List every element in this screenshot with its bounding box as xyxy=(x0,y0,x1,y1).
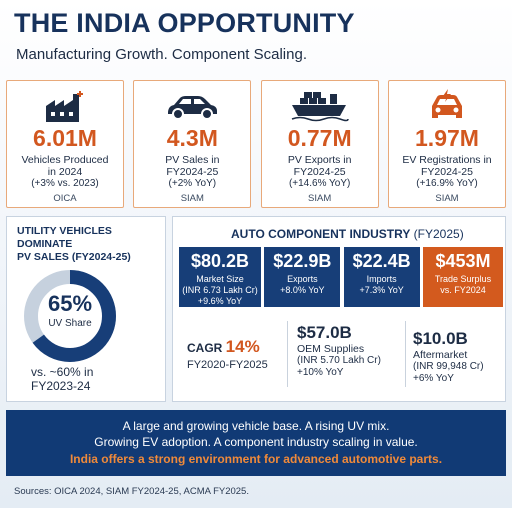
aftermarket-label: Aftermarket xyxy=(413,349,468,361)
uv-heading: PV SALES (FY2024-25) xyxy=(17,251,131,263)
cagr-period: FY2020-FY2025 xyxy=(187,359,268,371)
car-icon xyxy=(134,87,250,125)
stat-card-pv-exports: 0.77M PV Exports in FY2024-25 (+14.6% Yo… xyxy=(260,80,379,208)
card-label: Vehicles Produced xyxy=(21,154,109,166)
cargo-ship-icon xyxy=(262,87,378,125)
card-value: 4.3M xyxy=(166,125,218,151)
banner-line: Growing EV adoption. A component industr… xyxy=(94,435,418,449)
ev-car-icon xyxy=(389,87,505,125)
uv-share-label: UV Share xyxy=(48,318,92,329)
uv-comparison: vs. ~60% in FY2023-24 xyxy=(31,365,93,393)
card-value: 1.97M xyxy=(415,125,479,151)
banner-line: A large and growing vehicle base. A risi… xyxy=(122,419,390,433)
tile-label: Market Size xyxy=(196,273,244,284)
uv-heading: UTILITY VEHICLES DOMINATE xyxy=(17,225,112,250)
tile-exports: $22.9B Exports +8.0% YoY xyxy=(264,247,341,307)
tile-value: $453M xyxy=(435,251,491,271)
page-subtitle: Manufacturing Growth. Component Scaling. xyxy=(16,46,307,63)
oem-detail: +10% YoY xyxy=(297,367,344,378)
auto-component-title: AUTO COMPONENT INDUSTRY (FY2025) xyxy=(231,227,464,241)
tile-value: $22.4B xyxy=(352,251,411,271)
card-value: 0.77M xyxy=(287,125,352,151)
cagr-label: CAGR xyxy=(187,341,226,355)
tile-value: $80.2B xyxy=(190,251,250,271)
aftermarket-value: $10.0B xyxy=(413,329,468,348)
card-label: FY2024-25 xyxy=(421,166,473,178)
uv-center: 65% UV Share xyxy=(23,269,117,363)
uv-share-panel: UTILITY VEHICLES DOMINATE PV SALES (FY20… xyxy=(6,216,166,402)
tile-detail: (INR 6.73 Lakh Cr) xyxy=(182,284,258,295)
factory-icon xyxy=(7,87,123,125)
stat-card-vehicles-produced: 6.01M Vehicles Produced in 2024 (+3% vs.… xyxy=(6,80,124,208)
summary-banner: A large and growing vehicle base. A risi… xyxy=(6,410,506,476)
auto-title-bold: AUTO COMPONENT INDUSTRY xyxy=(231,227,411,241)
tile-market-size: $80.2B Market Size (INR 6.73 Lakh Cr) +9… xyxy=(179,247,261,307)
aftermarket-block: $10.0B Aftermarket (INR 99,948 Cr) +6% Y… xyxy=(413,329,484,385)
cagr-line: CAGR 14% xyxy=(187,337,268,357)
cagr-block: CAGR 14% FY2020-FY2025 xyxy=(187,337,268,371)
sources-footnote: Sources: OICA 2024, SIAM FY2024-25, ACMA… xyxy=(14,486,249,497)
card-label: PV Exports in xyxy=(287,154,352,166)
tile-detail: +7.3% YoY xyxy=(359,284,404,295)
card-source: SIAM xyxy=(308,193,332,204)
card-label: FY2024-25 xyxy=(293,166,346,178)
card-source: OICA xyxy=(53,193,77,204)
tile-detail: vs. FY2024 xyxy=(440,284,486,295)
tile-detail: +9.6% YoY xyxy=(197,295,243,306)
card-label: PV Sales in xyxy=(165,154,220,166)
card-label: in 2024 xyxy=(47,166,83,178)
card-change: (+3% vs. 2023) xyxy=(31,178,99,189)
page-title: THE INDIA OPPORTUNITY xyxy=(14,8,355,38)
tile-trade-surplus: $453M Trade Surplus vs. FY2024 xyxy=(422,247,503,307)
oem-value: $57.0B xyxy=(297,323,352,342)
auto-tiles: $80.2B Market Size (INR 6.73 Lakh Cr) +9… xyxy=(179,247,503,307)
tile-detail: +8.0% YoY xyxy=(280,284,325,295)
stat-card-pv-sales: 4.3M PV Sales in FY2024-25 (+2% YoY) SIA… xyxy=(133,80,252,208)
card-change: (+14.6% YoY) xyxy=(288,178,351,189)
uv-share-value: 65% xyxy=(47,291,93,316)
divider xyxy=(405,321,406,387)
oem-label: OEM Supplies xyxy=(297,343,365,355)
card-label: EV Registrations in xyxy=(402,154,492,166)
stat-cards: 6.01M Vehicles Produced in 2024 (+3% vs.… xyxy=(6,80,506,208)
tile-imports: $22.4B Imports +7.3% YoY xyxy=(343,247,420,307)
card-value: 6.01M xyxy=(33,125,97,151)
uv-share-donut xyxy=(24,270,116,362)
card-change: (+16.9% YoY) xyxy=(416,178,478,189)
card-source: SIAM xyxy=(180,193,204,204)
stat-card-ev-registrations: 1.97M EV Registrations in FY2024-25 (+16… xyxy=(387,80,506,208)
banner-highlight: India offers a strong environment for ad… xyxy=(69,452,443,466)
aftermarket-detail: (INR 99,948 Cr) xyxy=(413,361,484,372)
oem-detail: (INR 5.70 Lakh Cr) xyxy=(297,355,381,366)
auto-component-panel: AUTO COMPONENT INDUSTRY (FY2025) $80.2B … xyxy=(172,216,506,402)
divider xyxy=(287,321,288,387)
tile-label: Trade Surplus xyxy=(434,273,492,284)
uv-comparison-line: vs. ~60% in xyxy=(31,365,94,379)
tile-label: Exports xyxy=(287,273,318,284)
cagr-value: 14% xyxy=(225,337,260,356)
oem-supplies-block: $57.0B OEM Supplies (INR 5.70 Lakh Cr) +… xyxy=(297,323,381,379)
card-source: SIAM xyxy=(435,193,459,204)
card-label: FY2024-25 xyxy=(166,166,219,178)
donut-uv-segment xyxy=(24,270,116,362)
card-change: (+2% YoY) xyxy=(168,178,217,189)
uv-comparison-line: FY2023-24 xyxy=(31,379,91,393)
aftermarket-detail: +6% YoY xyxy=(413,373,454,384)
auto-title-year: (FY2025) xyxy=(410,227,464,241)
tile-value: $22.9B xyxy=(273,251,332,271)
tile-label: Imports xyxy=(366,273,397,284)
